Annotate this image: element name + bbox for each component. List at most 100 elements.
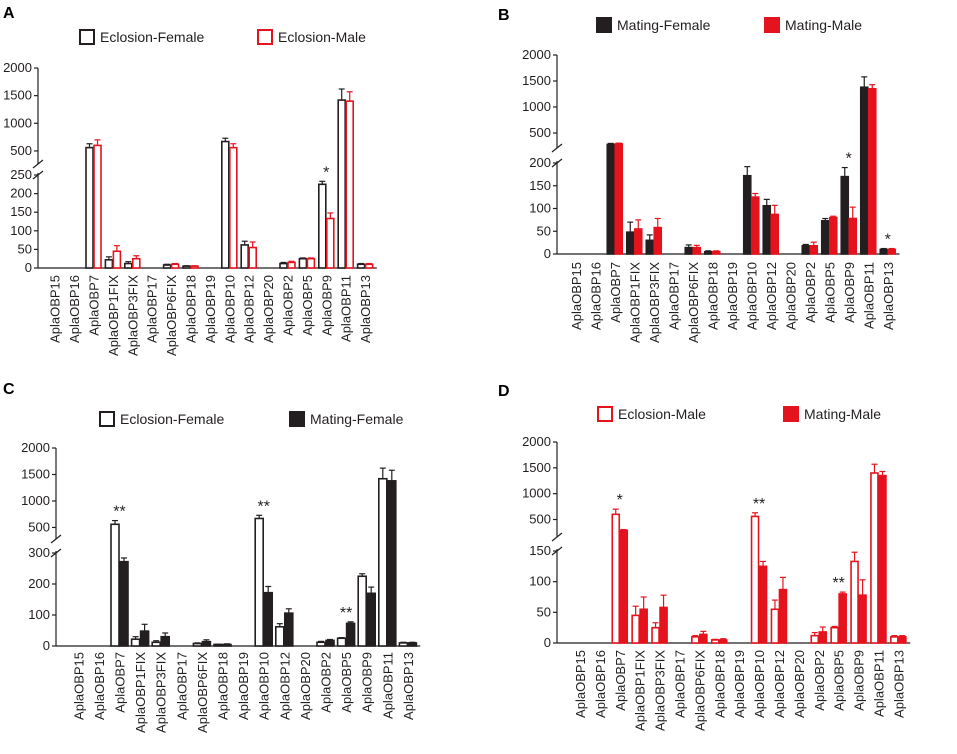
y-tick-label: 0 bbox=[43, 638, 50, 653]
bar bbox=[407, 642, 418, 647]
x-tick-label: AplaOBP13 bbox=[401, 652, 416, 720]
y-tick-label: 2000 bbox=[522, 47, 551, 62]
bar bbox=[279, 262, 288, 269]
bar bbox=[190, 265, 199, 269]
bar bbox=[325, 217, 335, 269]
bar bbox=[898, 636, 907, 644]
y-tick-label: 50 bbox=[537, 223, 551, 238]
y-tick-label: 1500 bbox=[3, 88, 32, 103]
x-tick-label: AplaOBP9 bbox=[852, 650, 867, 711]
bar bbox=[248, 246, 257, 269]
x-tick-label: AplaOBP1FIX bbox=[133, 652, 148, 733]
bar bbox=[274, 625, 285, 647]
bar bbox=[838, 593, 847, 644]
y-tick-label: 1500 bbox=[522, 73, 551, 88]
bar bbox=[386, 480, 397, 647]
panel-letter: D bbox=[498, 383, 510, 400]
y-tick-label: 150 bbox=[10, 204, 32, 219]
x-tick-label: AplaOBP13 bbox=[881, 262, 896, 330]
y-tick-label: 100 bbox=[529, 574, 551, 589]
bar bbox=[810, 634, 820, 644]
panels: A Eclosion-Female Eclosion-Male 0 50 100 150 20… bbox=[3, 5, 911, 733]
x-tick-label: AplaOBP13 bbox=[891, 650, 906, 718]
x-tick-label: AplaOBP10 bbox=[752, 650, 767, 718]
x-tick-label: AplaOBP18 bbox=[712, 650, 727, 718]
x-tick-label: AplaOBP7 bbox=[613, 650, 628, 711]
panel-letter: A bbox=[3, 5, 15, 22]
bar bbox=[130, 638, 141, 647]
bar bbox=[287, 261, 296, 269]
x-tick-label: AplaOBP20 bbox=[792, 650, 807, 718]
x-tick-label: AplaOBP17 bbox=[174, 652, 189, 720]
significance-mark: * bbox=[323, 164, 329, 181]
bar bbox=[633, 228, 643, 255]
axis-break-mark bbox=[32, 159, 44, 169]
chart-panel-a: A Eclosion-Female Eclosion-Male 0 50 100 150 20… bbox=[3, 5, 377, 356]
x-tick-label: AplaOBP20 bbox=[261, 275, 276, 343]
bar bbox=[110, 523, 120, 647]
x-tick-label: AplaOBP20 bbox=[783, 262, 798, 330]
x-tick-label: AplaOBP12 bbox=[772, 650, 787, 718]
y-tick-label: 0 bbox=[544, 246, 551, 261]
x-tick-label: AplaOBP15 bbox=[71, 652, 86, 720]
legend-swatch bbox=[764, 17, 780, 33]
bar bbox=[170, 263, 180, 269]
x-tick-label: AplaOBP6FIX bbox=[686, 262, 701, 343]
x-tick-label: AplaOBP11 bbox=[871, 650, 886, 717]
x-tick-label: AplaOBP11 bbox=[380, 652, 395, 719]
bar bbox=[229, 146, 238, 269]
x-tick-label: AplaOBP18 bbox=[216, 652, 231, 720]
bar bbox=[742, 174, 752, 255]
x-tick-label: AplaOBP5 bbox=[339, 652, 354, 713]
bar bbox=[317, 183, 327, 269]
y-tick-label: 150 bbox=[529, 178, 551, 193]
y-tick-label: 1000 bbox=[21, 493, 50, 508]
axis-break-mark bbox=[50, 534, 62, 544]
x-tick-label: AplaOBP17 bbox=[145, 275, 160, 343]
bar bbox=[691, 636, 700, 644]
y-tick-label: 50 bbox=[18, 241, 32, 256]
bar bbox=[878, 474, 887, 644]
bar bbox=[770, 608, 780, 644]
bar bbox=[298, 257, 308, 269]
x-tick-label: AplaOBP19 bbox=[725, 262, 740, 330]
bar bbox=[364, 263, 374, 269]
significance-mark: * bbox=[617, 492, 623, 509]
chart-panel-c: C Eclosion-Female Mating-Female 0 100 200 300 5… bbox=[3, 381, 421, 733]
axis-break-mark bbox=[551, 143, 563, 153]
y-tick-label: 1500 bbox=[522, 460, 551, 475]
bar bbox=[139, 630, 150, 647]
legend-swatch bbox=[783, 406, 799, 422]
bar bbox=[820, 219, 830, 255]
bar bbox=[240, 244, 249, 269]
x-tick-label: AplaOBP12 bbox=[764, 262, 779, 330]
y-tick-label: 100 bbox=[10, 223, 32, 238]
x-tick-label: AplaOBP3FIX bbox=[653, 650, 668, 731]
bar bbox=[124, 262, 133, 269]
legend-swatch bbox=[79, 29, 95, 45]
bar bbox=[684, 246, 694, 255]
legend-label: Mating-Female bbox=[617, 17, 711, 33]
bar bbox=[611, 513, 621, 644]
bar bbox=[692, 246, 702, 255]
x-tick-label: AplaOBP3FIX bbox=[154, 652, 169, 733]
panel-letter: B bbox=[498, 7, 510, 24]
x-tick-label: AplaOBP16 bbox=[67, 275, 82, 343]
x-tick-label: AplaOBP7 bbox=[87, 275, 102, 336]
bar bbox=[345, 100, 355, 269]
y-tick-label: 500 bbox=[529, 125, 551, 140]
x-tick-label: AplaOBP15 bbox=[48, 275, 63, 343]
bar bbox=[890, 636, 899, 644]
y-tick-label: 200 bbox=[28, 576, 50, 591]
chart-panel-b: B Mating-Female Mating-Male 0 50 100 150 200 500… bbox=[498, 7, 900, 343]
bar bbox=[201, 640, 212, 647]
x-tick-label: AplaOBP1FIX bbox=[106, 275, 121, 356]
legend-label: Mating-Male bbox=[804, 406, 881, 422]
legend-label: Eclosion-Male bbox=[618, 406, 706, 422]
x-tick-label: AplaOBP19 bbox=[236, 652, 251, 720]
bar bbox=[377, 477, 388, 647]
y-tick-label: 2000 bbox=[3, 60, 32, 75]
bar bbox=[801, 245, 811, 255]
